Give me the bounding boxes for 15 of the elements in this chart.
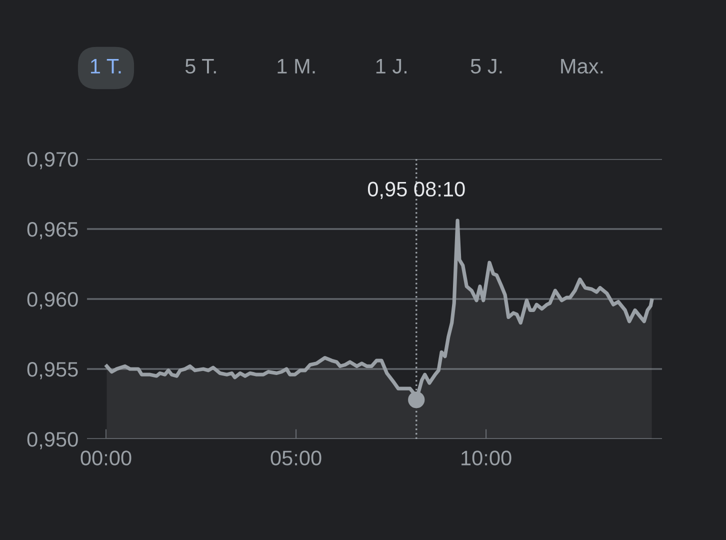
text: Max. (561, 59, 603, 74)
text: 5 J. (470, 59, 502, 74)
x-tick-label: 10:00 (462, 450, 512, 466)
x-tick-label: 00:00 (80, 450, 132, 466)
y-tick-label: 0,955 (27, 362, 78, 380)
text: 5 T. (185, 59, 216, 74)
y-tick-label: 0,970 (27, 152, 78, 170)
text: 1 T. (90, 59, 121, 74)
text: 1 M. (278, 59, 315, 74)
y-tick-label: 0,965 (27, 222, 78, 240)
text: 1 J. (376, 59, 406, 74)
y-tick-label: 0,950 (27, 432, 78, 450)
x-tick-label: 05:00 (270, 450, 322, 466)
annotation: 0,95 08:10 (368, 182, 465, 199)
y-tick-label: 0,960 (27, 292, 78, 310)
